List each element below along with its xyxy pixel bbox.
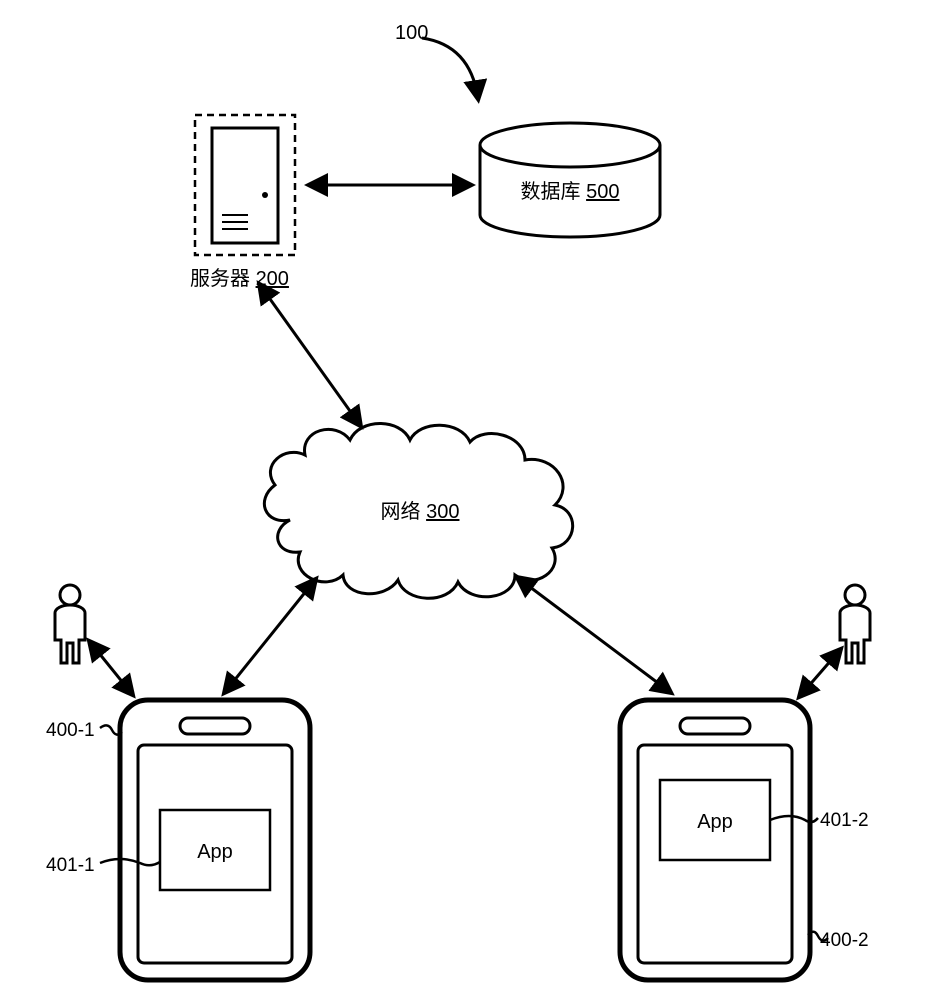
server-label: 服务器 200 (190, 262, 289, 291)
phone-icon-2: App (620, 700, 810, 980)
server-icon (195, 115, 295, 255)
terminal-2-ref: 400-2 (820, 930, 869, 952)
system-architecture-diagram: 100 服务器 200 400-1 401-1 400-2 401-2 (0, 0, 930, 1000)
app-1-ref: 401-1 (46, 855, 95, 877)
database-icon: 数据库 500 (480, 123, 660, 237)
svg-text:网络 300: 网络 300 (381, 500, 460, 523)
svg-text:App: App (197, 841, 233, 863)
ref-line-401-1 (100, 859, 160, 865)
svg-text:数据库 500: 数据库 500 (521, 180, 620, 203)
figure-reference-100: 100 (395, 22, 428, 45)
figure-ref-arrow (422, 38, 478, 98)
person-icon-2 (840, 585, 870, 663)
phone-icon-1: App (120, 700, 310, 980)
person-icon-1 (55, 585, 85, 663)
diagram-svg: 数据库 500 网络 300 App (0, 0, 930, 1000)
svg-text:App: App (697, 811, 733, 833)
ref-line-400-1 (100, 725, 122, 734)
network-cloud-icon: 网络 300 (264, 424, 572, 599)
ref-line-401-2 (770, 816, 818, 822)
app-2-ref: 401-2 (820, 810, 869, 832)
terminal-1-ref: 400-1 (46, 720, 95, 742)
